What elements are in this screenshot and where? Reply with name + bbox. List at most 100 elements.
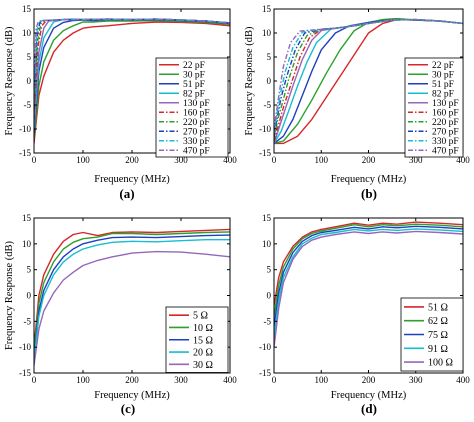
panel-d: 0 100 200 300 400 -15 -10 -5 0 5 10 15 Frequency (MH… bbox=[259, 213, 470, 416]
x-tick-label: 200 bbox=[362, 155, 376, 165]
x-tick-label: 300 bbox=[174, 375, 188, 385]
panel-label: (d) bbox=[361, 401, 377, 416]
series-line-1 bbox=[34, 228, 230, 348]
legend-entry: 20 Ω bbox=[193, 348, 213, 359]
x-tick-label: 100 bbox=[76, 155, 90, 165]
x-tick-label: 0 bbox=[32, 375, 37, 385]
series-group bbox=[274, 221, 463, 348]
x-tick-label: 200 bbox=[362, 375, 376, 385]
x-tick-label: 200 bbox=[125, 155, 139, 165]
panel-label: (a) bbox=[119, 186, 134, 201]
x-tick-label: 300 bbox=[409, 155, 423, 165]
y-tick-label: 10 bbox=[262, 239, 272, 249]
x-tick-label: 200 bbox=[125, 375, 139, 385]
legend-entry: 470 pF bbox=[183, 147, 210, 157]
y-tick-label: 10 bbox=[262, 28, 272, 38]
series-group bbox=[34, 18, 230, 144]
x-tick-label: 400 bbox=[223, 155, 237, 165]
panel-b: 0 100 200 300 400 -15 -10 -5 0 5 10 15 Frequency (MH… bbox=[244, 4, 470, 201]
x-axis-label: Frequency (MHz) bbox=[331, 390, 407, 401]
legend-entry: 51 Ω bbox=[428, 302, 448, 313]
y-tick-label: -10 bbox=[19, 124, 31, 134]
x-tick-label: 100 bbox=[76, 375, 90, 385]
y-axis-label: Frequency Response (dB) bbox=[4, 240, 15, 350]
legend-entry: 5 Ω bbox=[193, 311, 208, 322]
x-tick-label: 0 bbox=[272, 155, 277, 165]
y-tick-label: 10 bbox=[22, 28, 32, 38]
series-group bbox=[274, 17, 463, 145]
y-tick-label: 10 bbox=[22, 239, 32, 249]
legend-entry: 51 pF bbox=[432, 80, 454, 90]
panel-label: (c) bbox=[121, 401, 135, 416]
legend-entry: 270 pF bbox=[183, 128, 210, 138]
legend-entry: 22 pF bbox=[183, 61, 205, 71]
legend-entry: 220 pF bbox=[183, 118, 210, 128]
legend-entry: 160 pF bbox=[183, 109, 210, 119]
y-axis-label: Frequency Response (dB) bbox=[244, 26, 255, 136]
y-tick-label: 15 bbox=[22, 213, 32, 223]
series-line-2 bbox=[274, 223, 463, 317]
legend-entry: 30 Ω bbox=[193, 360, 213, 371]
series-line-3 bbox=[274, 225, 463, 327]
legend: 5 Ω10 Ω15 Ω 20 Ω30 Ω bbox=[165, 306, 229, 373]
y-tick-label: 5 bbox=[27, 52, 32, 62]
y-tick-label: 15 bbox=[22, 4, 32, 14]
y-tick-label: 0 bbox=[27, 76, 32, 86]
series-line-9 bbox=[34, 18, 230, 106]
legend-entry: 470 pF bbox=[432, 147, 459, 157]
legend-entry: 22 pF bbox=[432, 61, 454, 71]
legend-entry: 100 Ω bbox=[428, 358, 453, 369]
y-tick-label: 0 bbox=[267, 291, 272, 301]
legend-entry: 130 pF bbox=[183, 99, 210, 109]
series-line-1 bbox=[274, 221, 463, 306]
legend-entry: 130 pF bbox=[432, 99, 459, 109]
series-line-2 bbox=[34, 231, 230, 353]
x-axis-label: Frequency (MHz) bbox=[331, 174, 407, 185]
legend-entry: 82 pF bbox=[183, 90, 205, 100]
x-tick-label: 100 bbox=[315, 375, 329, 385]
series-line-8 bbox=[274, 18, 463, 137]
legend-entry: 91 Ω bbox=[428, 344, 448, 355]
legend-entry: 270 pF bbox=[432, 128, 459, 138]
x-tick-label: 400 bbox=[456, 375, 470, 385]
x-tick-label: 400 bbox=[223, 375, 237, 385]
legend-entry: 82 pF bbox=[432, 90, 454, 100]
y-tick-label: 15 bbox=[262, 4, 272, 14]
y-tick-label: 5 bbox=[267, 52, 272, 62]
y-tick-label: 15 bbox=[262, 213, 272, 223]
legend-entry: 30 pF bbox=[432, 71, 454, 81]
panel-c: 0 100 200 300 400 -15 -10 -5 0 5 10 15 Frequency (MH… bbox=[4, 213, 237, 416]
legend-entry: 160 pF bbox=[432, 109, 459, 119]
y-tick-label: -5 bbox=[264, 100, 272, 110]
y-tick-label: 0 bbox=[27, 291, 32, 301]
y-tick-label: -15 bbox=[259, 368, 271, 378]
legend-entry: 30 pF bbox=[183, 71, 205, 81]
y-tick-label: -15 bbox=[259, 148, 271, 158]
series-line-10 bbox=[274, 18, 463, 132]
y-axis-label: Frequency Response (dB) bbox=[4, 26, 15, 136]
series-line-2 bbox=[34, 19, 230, 139]
y-tick-label: -5 bbox=[24, 100, 32, 110]
series-line-5 bbox=[274, 230, 463, 348]
y-tick-label: -15 bbox=[19, 148, 31, 158]
x-tick-label: 400 bbox=[456, 155, 470, 165]
series-line-5 bbox=[34, 250, 230, 366]
series-line-10 bbox=[34, 18, 230, 101]
series-line-4 bbox=[34, 238, 230, 361]
y-tick-label: -10 bbox=[259, 342, 271, 352]
x-tick-label: 0 bbox=[32, 155, 37, 165]
panel-a: 0 100 200 300 400 -15 -10 -5 0 5 10 15 Frequency (MH… bbox=[4, 4, 237, 201]
x-tick-label: 300 bbox=[174, 155, 188, 165]
y-tick-label: -5 bbox=[24, 316, 32, 326]
legend-entry: 10 Ω bbox=[193, 323, 213, 334]
series-group bbox=[34, 228, 230, 366]
legend-entry: 75 Ω bbox=[428, 330, 448, 341]
legend-entry: 62 Ω bbox=[428, 316, 448, 327]
x-tick-label: 0 bbox=[272, 375, 277, 385]
x-tick-label: 300 bbox=[409, 375, 423, 385]
y-tick-label: -10 bbox=[19, 342, 31, 352]
y-tick-label: -5 bbox=[264, 316, 272, 326]
